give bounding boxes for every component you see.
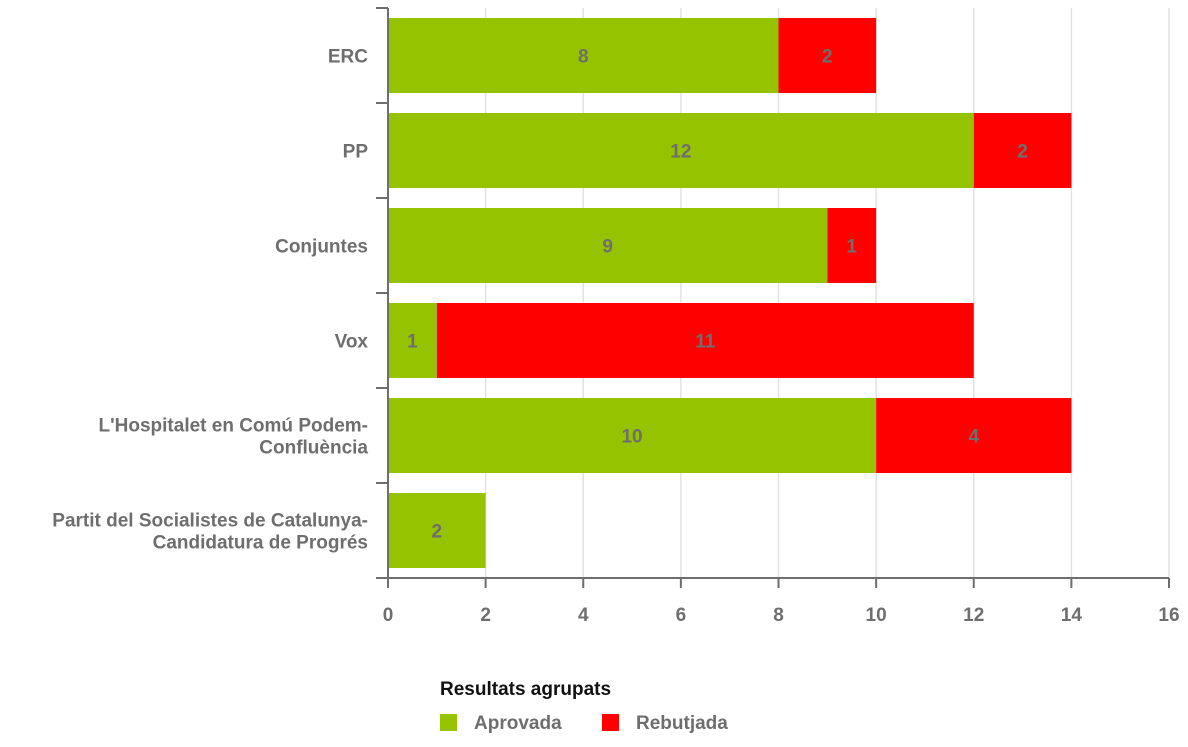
x-tick-label: 2 [480,605,491,626]
legend-label: Aprovada [474,713,562,734]
bar-aprovada [388,493,486,568]
bar-aprovada [388,398,877,473]
x-tick-label: 0 [383,605,394,626]
category-label: Partit del Socialistes de Catalunya-Cand… [52,511,368,554]
bar-aprovada [388,303,437,378]
category-label: PP [343,142,369,163]
data-label: 2 [822,47,833,68]
bar-rebutjada [436,303,974,378]
legend-item-rebutjada: Rebutjada [602,713,728,734]
x-tick-label: 4 [578,605,589,626]
category-label-line: Confluència [259,438,368,459]
bar-aprovada [388,113,974,188]
data-label: 9 [602,237,613,258]
data-label: 4 [968,427,979,448]
x-tick-label: 14 [1061,605,1083,626]
category-label-line: Conjuntes [275,237,368,258]
x-tick-label: 16 [1158,605,1179,626]
bar-rebutjada [876,398,1072,473]
data-label: 11 [695,332,716,353]
category-labels: ERC PP Conjuntes Vox L'Hospitalet en Comú Po… [52,47,368,554]
data-label: 8 [578,47,589,68]
data-label: 12 [670,142,691,163]
legend-title: Resultats agrupats [440,679,611,700]
x-tick-label: 12 [963,605,984,626]
data-label: 2 [432,522,443,543]
category-label-line: L'Hospitalet en Comú Podem- [99,416,368,437]
x-tick-label: 8 [773,605,784,626]
legend: Resultats agrupats Aprovada Rebutjada [440,679,728,734]
category-label: L'Hospitalet en Comú Podem-Confluència [99,416,369,459]
x-tick-label: 10 [866,605,887,626]
category-label-line: PP [343,142,369,163]
legend-item-aprovada: Aprovada [440,713,562,734]
bar-rebutjada [973,113,1072,188]
category-label-line: Vox [335,332,369,353]
bar-aprovada [388,208,828,283]
x-ticks: 0 2 4 6 8 10 12 14 16 [383,578,1180,626]
x-tick-label: 6 [676,605,687,626]
data-label: 1 [846,237,857,258]
bar-aprovada [388,18,779,93]
data-label: 2 [1017,142,1028,163]
legend-label: Rebutjada [636,713,728,734]
gridlines [484,8,1170,578]
category-label: Conjuntes [275,237,368,258]
legend-swatch [440,714,457,731]
data-label: 10 [621,427,642,448]
category-label: ERC [328,47,368,68]
bar-rebutjada [778,18,877,93]
category-label: Vox [335,332,369,353]
category-label-line: Partit del Socialistes de Catalunya- [52,511,368,532]
legend-swatch [602,714,619,731]
bars [388,18,1072,568]
y-tick-marks [376,7,388,579]
category-label-line: ERC [328,47,368,68]
data-label: 1 [407,332,418,353]
bar-rebutjada [827,208,877,283]
category-label-line: Candidatura de Progrés [153,533,368,554]
